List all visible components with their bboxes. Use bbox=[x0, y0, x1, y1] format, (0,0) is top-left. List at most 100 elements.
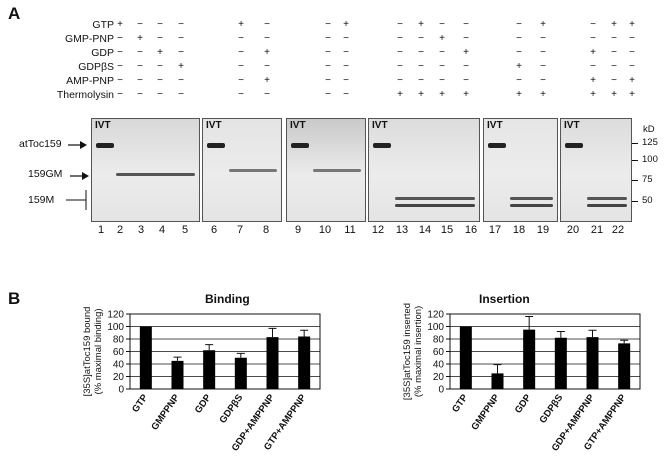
lane-number: 7 bbox=[236, 224, 244, 236]
row-label-4: GDPβS bbox=[78, 61, 114, 73]
lane-number: 12 bbox=[371, 224, 385, 236]
bar bbox=[554, 337, 567, 389]
sign-r4-c5: − bbox=[238, 61, 244, 72]
sign-r3-c2: − bbox=[137, 47, 143, 58]
sign-r6-c17: + bbox=[629, 89, 635, 100]
sign-r3-c16: − bbox=[611, 47, 617, 58]
sign-r6-c7: − bbox=[325, 89, 331, 100]
sign-r2-c6: − bbox=[264, 33, 270, 44]
sign-r2-c7: − bbox=[325, 33, 331, 44]
sign-r6-c15: + bbox=[590, 89, 596, 100]
sign-r1-c4: − bbox=[178, 19, 184, 30]
lane-number: 19 bbox=[536, 224, 550, 236]
sign-r4-c1: − bbox=[117, 61, 123, 72]
sign-r3-c5: − bbox=[238, 47, 244, 58]
ivt-band bbox=[207, 143, 225, 148]
lane-number: 9 bbox=[294, 224, 302, 236]
marker-159m: 159M bbox=[28, 194, 55, 206]
sign-r1-c13: − bbox=[516, 19, 522, 30]
bar bbox=[491, 373, 504, 389]
x-tick-label: GDP bbox=[513, 392, 534, 416]
sign-r2-c15: − bbox=[590, 33, 596, 44]
sign-r5-c16: − bbox=[611, 75, 617, 86]
sign-r6-c10: + bbox=[418, 89, 424, 100]
lane-number: 5 bbox=[181, 224, 189, 236]
sign-r1-c12: − bbox=[463, 19, 469, 30]
blot-2: IVT bbox=[202, 118, 282, 222]
sign-r4-c2: − bbox=[137, 61, 143, 72]
y-tick-label: 40 bbox=[433, 360, 445, 371]
bar bbox=[618, 343, 631, 389]
lane-number: 16 bbox=[464, 224, 478, 236]
sign-r5-c13: − bbox=[516, 75, 522, 86]
gm-band bbox=[313, 169, 361, 172]
y-axis-label: [35S]atToc159 inserted(% maximal inserti… bbox=[402, 303, 424, 400]
sign-r5-c11: − bbox=[439, 75, 445, 86]
row-label-6: Thermolysin bbox=[56, 89, 114, 101]
x-tick-label: GDPβS bbox=[538, 392, 566, 425]
sign-r1-c5: + bbox=[238, 19, 244, 30]
lane-number: 3 bbox=[137, 224, 145, 236]
sign-r5-c7: − bbox=[325, 75, 331, 86]
binding-chart-title: Binding bbox=[205, 292, 250, 306]
sign-r6-c5: − bbox=[238, 89, 244, 100]
sign-r4-c16: − bbox=[611, 61, 617, 72]
kd-tick-label: 100 bbox=[642, 154, 658, 165]
sign-r2-c1: − bbox=[117, 33, 123, 44]
lane-number: 15 bbox=[440, 224, 454, 236]
kd-tick-mark bbox=[632, 143, 638, 144]
y-tick-label: 40 bbox=[113, 360, 125, 371]
ivt-label: IVT bbox=[372, 120, 388, 131]
sign-r6-c8: − bbox=[343, 89, 349, 100]
bar bbox=[266, 337, 279, 389]
sign-r5-c9: − bbox=[397, 75, 403, 86]
y-tick-label: 100 bbox=[107, 322, 124, 333]
panel-a-label: A bbox=[8, 4, 21, 23]
sign-r4-c11: − bbox=[439, 61, 445, 72]
sign-r5-c17: + bbox=[629, 75, 635, 86]
sign-r2-c9: − bbox=[397, 33, 403, 44]
lane-number: 10 bbox=[318, 224, 332, 236]
sign-r5-c14: − bbox=[540, 75, 546, 86]
bar bbox=[586, 337, 599, 389]
blot-4: IVT bbox=[368, 118, 480, 222]
x-tick-label: GTP bbox=[450, 392, 471, 415]
y-tick-label: 0 bbox=[438, 385, 444, 396]
sign-r3-c14: − bbox=[540, 47, 546, 58]
sign-r1-c15: − bbox=[590, 19, 596, 30]
sign-r6-c2: − bbox=[137, 89, 143, 100]
insertion-chart-title: Insertion bbox=[479, 292, 530, 306]
sign-r4-c17: − bbox=[629, 61, 635, 72]
sign-r6-c16: + bbox=[611, 89, 617, 100]
ivt-label: IVT bbox=[290, 120, 306, 131]
gm-band bbox=[229, 169, 277, 172]
sign-r3-c13: − bbox=[516, 47, 522, 58]
lane-number: 1 bbox=[97, 224, 105, 236]
sign-r2-c11: + bbox=[439, 33, 445, 44]
sign-r4-c8: − bbox=[343, 61, 349, 72]
sign-r1-c16: + bbox=[611, 19, 617, 30]
y-tick-label: 100 bbox=[427, 322, 444, 333]
sign-r4-c10: − bbox=[418, 61, 424, 72]
sign-r2-c8: − bbox=[343, 33, 349, 44]
y-tick-label: 60 bbox=[433, 347, 445, 358]
sign-r5-c8: − bbox=[343, 75, 349, 86]
sign-r5-c15: + bbox=[590, 75, 596, 86]
sign-r3-c9: − bbox=[397, 47, 403, 58]
panel-b-label: B bbox=[8, 289, 21, 308]
sign-r2-c4: − bbox=[178, 33, 184, 44]
y-tick-label: 80 bbox=[433, 335, 445, 346]
sign-r1-c9: − bbox=[397, 19, 403, 30]
gm-band bbox=[116, 173, 195, 176]
ivt-band bbox=[96, 143, 114, 148]
blot-5: IVT bbox=[483, 118, 558, 222]
sign-r5-c10: − bbox=[418, 75, 424, 86]
sign-r5-c6: + bbox=[264, 75, 270, 86]
marker-159gm: 159GM bbox=[28, 168, 63, 180]
sign-r1-c8: + bbox=[343, 19, 349, 30]
sign-r5-c5: − bbox=[238, 75, 244, 86]
sign-r4-c6: − bbox=[264, 61, 270, 72]
sign-r2-c14: − bbox=[540, 33, 546, 44]
sign-r2-c3: − bbox=[157, 33, 163, 44]
